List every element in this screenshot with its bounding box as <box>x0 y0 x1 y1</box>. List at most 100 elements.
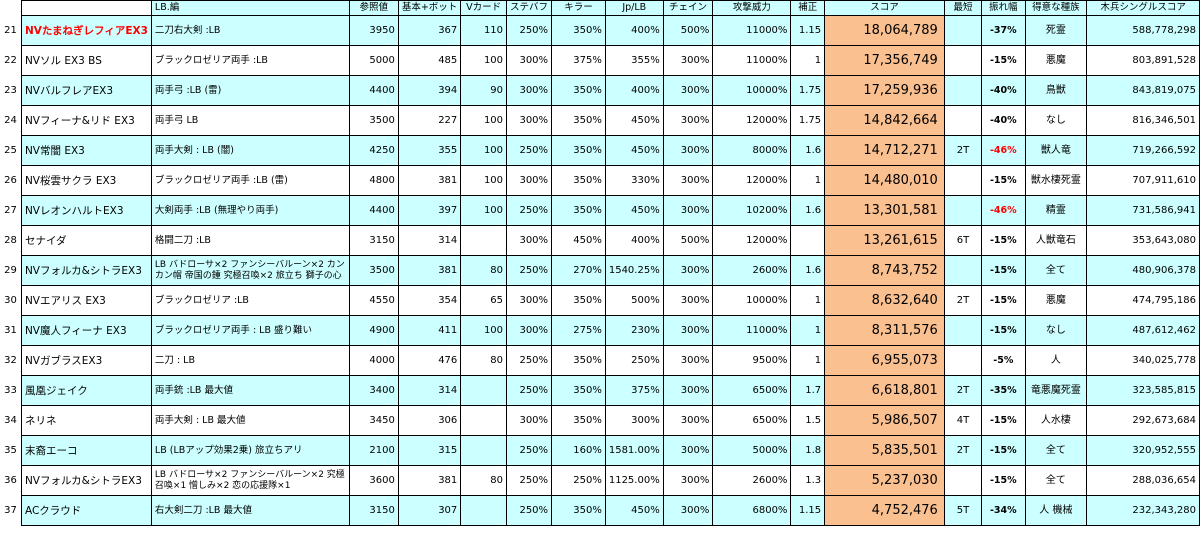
character-name: 風凰ジェイク <box>20 375 152 406</box>
swing-range: -15% <box>981 435 1026 466</box>
character-name: セナイダ <box>20 225 152 256</box>
table-row: 28 セナイダ 格闘二刀 :LB 3150 314 300% 450% 400% 500% 120… <box>0 225 1200 256</box>
ref-value: 4900 <box>348 315 399 346</box>
row-number: 33 <box>0 375 22 406</box>
vcard-value: 65 <box>460 285 508 316</box>
single-score: 480,906,378 <box>1086 255 1200 286</box>
base-stat: 355 <box>397 135 462 166</box>
single-score: 816,346,501 <box>1086 105 1200 136</box>
single-score: 323,585,815 <box>1086 375 1200 406</box>
swing-range: -40% <box>981 105 1026 136</box>
base-stat: 381 <box>397 465 462 496</box>
stat-buff: 250% <box>506 435 553 466</box>
ref-value: 4400 <box>348 75 399 106</box>
shortest-turns <box>943 255 983 286</box>
chain-value: 300% <box>662 195 714 226</box>
stat-buff: 300% <box>506 165 553 196</box>
character-name: NV常闇 EX3 <box>20 135 152 166</box>
table-row: 27 NVレオンハルトEX3 大剣両手 :LB (無理やり両手) 4400 397 100… <box>0 195 1200 226</box>
correction: 1 <box>790 165 826 196</box>
correction: 1.8 <box>790 435 826 466</box>
stat-buff: 300% <box>506 45 553 76</box>
shortest-turns <box>943 75 983 106</box>
ref-value: 4800 <box>348 165 399 196</box>
table-row: 24 NVフィーナ&リド EX3 両手弓 LB 3500 227 100 300% 350% 4… <box>0 105 1200 136</box>
header-row: LB.編 参照値 基本+ボット Vカード ステバフ キラー Jp/LB チェイン… <box>0 0 1200 16</box>
attack-power: 6500% <box>712 405 792 436</box>
ref-value: 4400 <box>348 195 399 226</box>
favored-type: 死霊 <box>1024 15 1088 46</box>
single-score: 707,911,610 <box>1086 165 1200 196</box>
header-vcard: Vカード <box>460 0 508 16</box>
killer-value: 350% <box>551 285 606 316</box>
vcard-value: 100 <box>460 135 508 166</box>
lb-build: 両手大剣 : LB (闇) <box>150 135 350 166</box>
character-name: ACクラウド <box>20 495 152 526</box>
score-value: 6,618,801 <box>824 375 945 406</box>
table-row: 29 NVフォルカ&シトラEX3 LB バドローサ×2 ファンシーバルーン×2 カン… <box>0 255 1200 286</box>
jp-lb-value: 1581.00% <box>604 435 664 466</box>
lb-build: 大剣両手 :LB (無理やり両手) <box>150 195 350 226</box>
header-lb: LB.編 <box>150 0 350 16</box>
vcard-value: 80 <box>460 465 508 496</box>
single-score: 843,819,075 <box>1086 75 1200 106</box>
row-number: 30 <box>0 285 22 316</box>
single-score: 588,778,298 <box>1086 15 1200 46</box>
chain-value: 300% <box>662 375 714 406</box>
swing-range: -15% <box>981 165 1026 196</box>
single-score: 803,891,528 <box>1086 45 1200 76</box>
jp-lb-value: 400% <box>604 225 664 256</box>
attack-power: 5000% <box>712 435 792 466</box>
shortest-turns <box>943 15 983 46</box>
base-stat: 306 <box>397 405 462 436</box>
score-value: 4,752,476 <box>824 495 945 526</box>
ref-value: 3950 <box>348 15 399 46</box>
stat-buff: 250% <box>506 345 553 376</box>
shortest-turns <box>943 165 983 196</box>
lb-build: 両手弓 :LB (雷) <box>150 75 350 106</box>
table-row: 22 NVソル EX3 BS ブラックロゼリア両手 :LB 5000 485 100 300… <box>0 45 1200 76</box>
stat-buff: 250% <box>506 465 553 496</box>
lb-build: LB (LBアップ効果2乗) 旅立ちアリ <box>150 435 350 466</box>
attack-power: 11000% <box>712 15 792 46</box>
ref-value: 4550 <box>348 285 399 316</box>
attack-power: 11000% <box>712 45 792 76</box>
base-stat: 307 <box>397 495 462 526</box>
chain-value: 500% <box>662 15 714 46</box>
base-stat: 476 <box>397 345 462 376</box>
character-name: NVフォルカ&シトラEX3 <box>20 465 152 496</box>
shortest-turns <box>943 105 983 136</box>
shortest-turns: 5T <box>943 495 983 526</box>
attack-power: 6800% <box>712 495 792 526</box>
score-value: 8,743,752 <box>824 255 945 286</box>
header-chain: チェイン <box>662 0 714 16</box>
favored-type: なし <box>1024 315 1088 346</box>
lb-build: LB バドローサ×2 ファンシーバルーン×2 究極召喚×1 憎しみ×2 恋の応援… <box>150 465 350 496</box>
correction: 1.5 <box>790 405 826 436</box>
score-value: 5,835,501 <box>824 435 945 466</box>
header-killer: キラー <box>551 0 606 16</box>
row-number: 34 <box>0 405 22 436</box>
ref-value: 4000 <box>348 345 399 376</box>
favored-type: なし <box>1024 105 1088 136</box>
correction: 1 <box>790 345 826 376</box>
chain-value: 300% <box>662 345 714 376</box>
correction: 1 <box>790 45 826 76</box>
lb-build: 両手銃 :LB 最大値 <box>150 375 350 406</box>
score-value: 14,480,010 <box>824 165 945 196</box>
attack-power: 9500% <box>712 345 792 376</box>
character-name: NVレオンハルトEX3 <box>20 195 152 226</box>
base-stat: 314 <box>397 375 462 406</box>
jp-lb-value: 450% <box>604 135 664 166</box>
attack-power: 8000% <box>712 135 792 166</box>
base-stat: 394 <box>397 75 462 106</box>
row-number: 24 <box>0 105 22 136</box>
row-number: 36 <box>0 465 22 496</box>
row-number: 23 <box>0 75 22 106</box>
killer-value: 350% <box>551 495 606 526</box>
jp-lb-value: 1540.25% <box>604 255 664 286</box>
score-value: 13,301,581 <box>824 195 945 226</box>
killer-value: 375% <box>551 45 606 76</box>
shortest-turns <box>943 195 983 226</box>
